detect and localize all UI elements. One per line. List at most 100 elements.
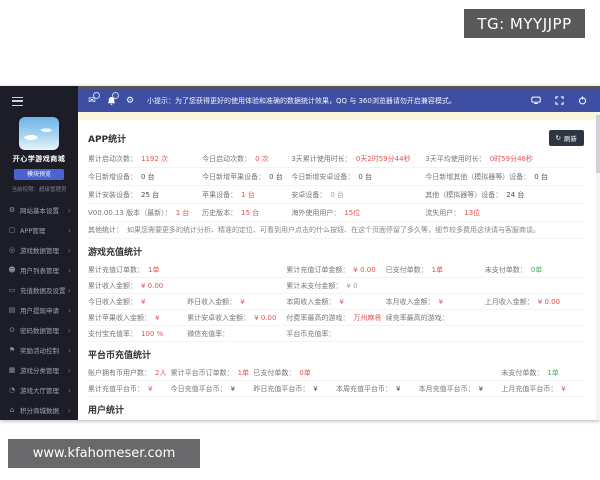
stat-cell: 累计收入金额： ¥ 0.00 [88, 281, 187, 291]
menu-item-icon: ⚑ [8, 346, 16, 354]
bell-icon[interactable] [105, 91, 119, 107]
scrollbar-thumb[interactable] [596, 115, 600, 173]
stat-value: 0单 [530, 265, 543, 274]
sidebar-menu-item[interactable]: ☻ 用户列表管理 › [0, 260, 78, 280]
app-stats-rows: 累计启动次数： 1192 次 今日启动次数： 0 次 [88, 150, 584, 222]
stat-cell: 付费率最高的游戏： 万州麻将 [286, 313, 385, 323]
menu-item-icon: ▦ [8, 366, 16, 374]
stat-cell: 账户拥有币用户数： 2人 [88, 368, 171, 378]
stat-cell: 累计充值平台币： ¥ [88, 384, 171, 394]
stat-value: 100 % [141, 329, 164, 338]
stat-cell: 累计充值订单金额： ¥ 0.00 [286, 265, 385, 275]
stat-label: 本周充值平台币： [335, 384, 392, 393]
stat-value: 1 台 [175, 208, 190, 217]
stat-value: ¥ [155, 313, 160, 322]
role-button[interactable]: 模块预览 [14, 169, 64, 180]
stat-label: 安卓设备： [291, 190, 327, 199]
stat-label: 今日充值平台币： [170, 384, 227, 393]
stat-value: ¥ [313, 384, 318, 393]
menu-item-label: APP管理 [20, 227, 46, 235]
stat-cell: 3天平均使用时长： 0时59分48秒 [425, 154, 584, 164]
stat-cell: V00.00.13 版本（最新）： 1 台 [88, 208, 202, 218]
stat-cell: 上月收入金额： ¥ 0.00 [485, 297, 584, 307]
stat-cell: 其他（模拟器等）设备： 24 台 [425, 190, 584, 200]
stat-value: 1单 [431, 265, 444, 274]
stat-cell: 今日新增其他（模拟器等）设备： 0 台 [425, 172, 584, 182]
power-icon[interactable] [576, 95, 588, 107]
stat-label: 累计安装设备： [88, 190, 137, 199]
chevron-right-icon: › [67, 245, 71, 255]
sidebar-menu-item[interactable]: ▭ 充值数据及设置 › [0, 280, 78, 300]
notice-marquee: 小提示：为了您获得更好的使用体验和准确的数据统计效果，QQ 与 360浏览器请勿… [147, 96, 456, 105]
settings-gear-icon[interactable]: ⚙ [125, 95, 135, 106]
site-logo [19, 117, 59, 150]
stat-value: ¥ 0.00 [537, 297, 561, 306]
chevron-right-icon: › [67, 225, 71, 235]
stat-value: ¥ 0.00 [141, 281, 164, 290]
stat-value: 1192 次 [141, 154, 169, 163]
sidebar-menu-item[interactable]: ⚑ 奖励活动控制 › [0, 340, 78, 360]
site-name: 开心学游戏商城 [12, 155, 66, 163]
refresh-button[interactable]: ↻ 刷新 [548, 130, 584, 146]
fullscreen-icon[interactable] [553, 95, 565, 107]
section-game-recharge-stats: 游戏充值统计 累计充值订单数： 1单 [88, 245, 584, 342]
menu-item-label: 网站基本设置 [20, 207, 59, 215]
sidebar-menu: ⚙ 网站基本设置 › ▢ APP管理 › ◎ 游戏数据管理 › [0, 200, 78, 420]
sidebar-menu-item[interactable]: ◎ 游戏数据管理 › [0, 240, 78, 260]
menu-item-icon: ◎ [8, 246, 16, 254]
stat-value: 0 次 [255, 154, 269, 163]
hamburger-menu-icon[interactable] [12, 97, 23, 106]
stat-value: 1 台 [241, 190, 255, 199]
other-stats-text: 如果您需要更多的统计分析、精准的定位、可看到用户点击的什么按钮、在这个页面停留了… [127, 226, 540, 234]
sidebar-menu-item[interactable]: ⊙ 密码数据管理 › [0, 320, 78, 340]
stat-row: 累计苹果收入金额： ¥ 累计安卓收入金额： ¥ 0.00 [88, 310, 584, 326]
stat-label: 今日启动次数： [202, 154, 252, 163]
stat-cell: 本周收入金额： ¥ [286, 297, 385, 307]
sidebar-menu-item[interactable]: ⌂ 积分商城数据 › [0, 400, 78, 420]
mail-icon[interactable]: ✉ [86, 91, 100, 107]
stat-cell: 昨日充值平台币： ¥ [253, 384, 336, 394]
yellow-notice-bar [78, 112, 600, 120]
stat-cell: 未支付单数： 0单 [485, 265, 584, 275]
stat-cell: 累计安装设备： 25 台 [88, 190, 202, 200]
chevron-right-icon: › [67, 205, 71, 215]
stat-label: 累计启动次数： [88, 154, 137, 163]
sidebar-menu-item[interactable]: ◔ 游戏大厅管理 › [0, 380, 78, 400]
stat-value: 0单 [299, 368, 311, 377]
stat-cell: 安卓设备： 0 台 [291, 190, 425, 200]
monitor-icon[interactable] [530, 95, 542, 107]
stat-value: 1单 [547, 368, 559, 377]
stat-row: 累计充值订单数： 1单 累计充值订单金额： ¥ 0.00 [88, 262, 584, 278]
sidebar-menu-item[interactable]: ⚙ 网站基本设置 › [0, 200, 78, 220]
sidebar-menu-item[interactable]: ▦ 游戏分类管理 › [0, 360, 78, 380]
stat-label: 已支付单数： [253, 368, 296, 377]
other-stats-row: 其他统计： 如果您需要更多的统计分析、精准的定位、可看到用户点击的什么按钮、在这… [88, 222, 584, 239]
stat-cell: 微信充值率： [187, 329, 286, 339]
stat-cell: 累计苹果收入金额： ¥ [88, 313, 187, 323]
stat-value: 25 台 [141, 190, 160, 199]
stat-label: 累计收入金额： [88, 281, 137, 290]
stat-value: ¥ [148, 384, 153, 393]
stat-cell: 昨日收入金额： ¥ [187, 297, 286, 307]
sidebar-menu-item[interactable]: ▢ APP管理 › [0, 220, 78, 240]
stat-label: 历史版本： [202, 208, 238, 217]
stat-label: 流失用户： [425, 208, 461, 217]
menu-item-icon: ▤ [8, 306, 16, 314]
menu-item-label: 游戏分类管理 [20, 367, 59, 375]
sidebar-menu-item[interactable]: ▤ 用户提现申请 › [0, 300, 78, 320]
menu-item-icon: ⚙ [8, 206, 16, 214]
permission-text: 当前权限：超级管理员 [11, 187, 67, 193]
stat-label: 本月充值平台币： [418, 384, 475, 393]
platform-stats-rows: 账户拥有币用户数： 2人 累计平台币订单数： 1单 [88, 365, 584, 397]
stat-label: 付费率最高的游戏： [286, 313, 350, 322]
stat-label: 本月收入金额： [385, 297, 435, 306]
stat-value: 15 台 [241, 208, 260, 217]
chevron-right-icon: › [67, 305, 71, 315]
topbar-right-icons [530, 95, 592, 107]
content-area: APP统计 ↻ 刷新 累计启 [78, 120, 600, 420]
stat-value: 24 台 [506, 190, 525, 199]
vertical-scrollbar[interactable] [596, 112, 600, 420]
stat-cell: 累计安卓收入金额： ¥ 0.00 [187, 313, 286, 323]
admin-dashboard: 开心学游戏商城 模块预览 当前权限：超级管理员 ⚙ 网站基本设置 › ▢ APP… [0, 86, 600, 420]
